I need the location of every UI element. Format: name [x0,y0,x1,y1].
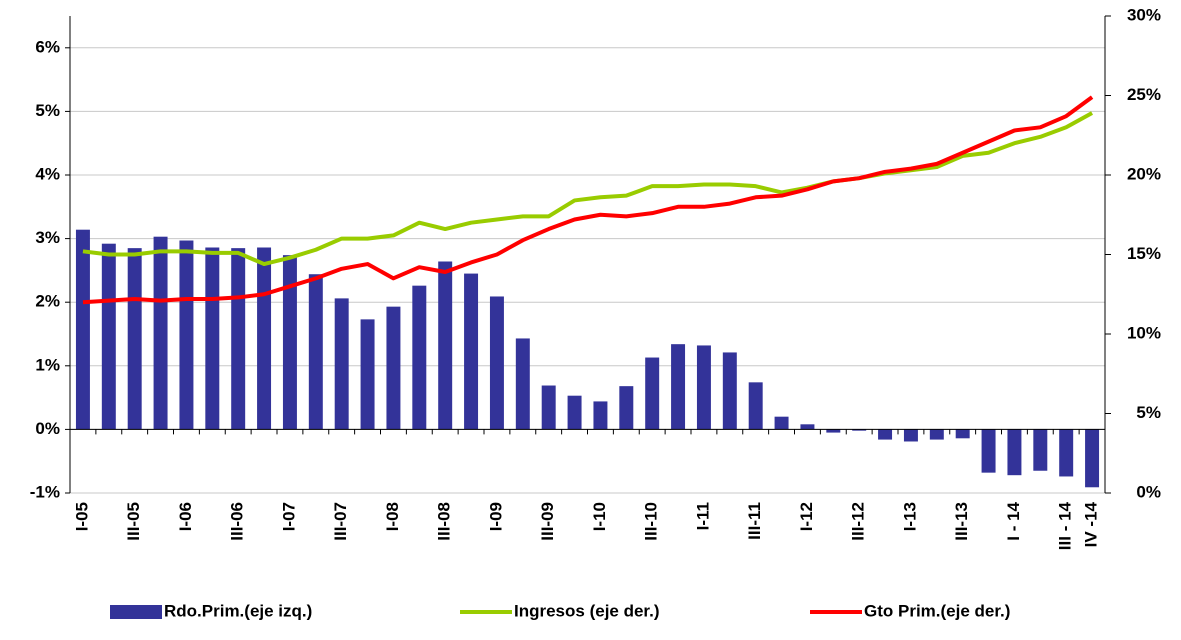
bar [1007,429,1022,476]
y-tick-label: 2% [35,292,60,311]
bar [153,236,168,430]
x-tick-label: III-09 [538,502,557,541]
line [82,111,1094,267]
bar [929,429,944,440]
legend-label: Rdo.Prim.(eje izq.) [164,601,312,620]
x-tick-label: I - 14 [1004,501,1023,540]
bar [1085,429,1100,488]
bar [774,416,789,430]
legend-label: Ingresos (eje der.) [514,601,660,620]
x-tick-label: I-05 [72,502,91,531]
x-tick-label: IV -14 [1082,501,1101,547]
bar [464,273,479,430]
bar [826,429,841,433]
bar [748,382,763,430]
bar [903,429,918,442]
x-tick-label: I-13 [900,502,919,531]
bar [852,429,867,431]
y-tick-label: 6% [35,37,60,56]
x-tick-label: III - 14 [1056,501,1075,550]
y2-tick-label: 25% [1127,85,1161,104]
x-tick-label: III-13 [952,502,971,541]
bar [438,261,453,430]
x-tick-label: I-06 [176,502,195,531]
bar [645,357,660,430]
bar [1059,429,1074,477]
bar [489,296,504,430]
x-tick-label: I-11 [693,502,712,530]
x-tick-label: III-10 [642,502,661,541]
bar [541,385,556,430]
bar [386,306,401,430]
y-tick-label: -1% [30,482,60,501]
bar [722,352,737,430]
bar [878,429,893,440]
x-tick-label: I-07 [279,502,298,531]
y2-tick-label: 0% [1136,482,1161,501]
bar [75,229,90,430]
bar [127,248,142,430]
y-tick-label: 1% [35,355,60,374]
y2-tick-label: 5% [1136,403,1161,422]
bar [257,247,272,430]
y-tick-label: 0% [35,419,60,438]
y2-tick-label: 10% [1127,323,1161,342]
x-tick-label: III-07 [331,502,350,541]
bar [205,247,220,430]
bar [334,298,349,430]
bar [696,345,711,430]
bar [593,401,608,430]
bar [179,240,194,430]
bar [515,338,530,430]
x-tick-label: I-10 [590,502,609,531]
bar [955,429,970,439]
legend-label: Gto Prim.(eje der.) [864,601,1010,620]
x-tick-label: I-09 [486,502,505,531]
y-tick-label: 5% [35,101,60,120]
y-tick-label: 3% [35,228,60,247]
x-tick-label: III-05 [124,502,143,541]
x-tick-label: III-06 [228,502,247,541]
x-tick-label: III-11 [745,502,764,540]
bar [671,344,686,430]
bar [231,248,246,430]
bar [619,386,634,430]
y2-tick-label: 20% [1127,164,1161,183]
x-tick-label: I-12 [797,502,816,531]
bar [360,319,375,430]
y2-tick-label: 30% [1127,5,1161,24]
legend-swatch [110,605,162,619]
x-tick-label: III-12 [849,502,868,541]
line [82,95,1094,305]
y-tick-label: 4% [35,164,60,183]
bar [800,424,815,430]
bar [282,255,297,430]
y2-tick-label: 15% [1127,244,1161,263]
bar [308,274,323,430]
bar [412,285,427,430]
bar [101,243,116,430]
bar [981,429,996,473]
x-tick-label: I-08 [383,502,402,531]
bar [567,395,582,430]
bar [1033,429,1048,471]
x-tick-label: III-08 [435,502,454,541]
